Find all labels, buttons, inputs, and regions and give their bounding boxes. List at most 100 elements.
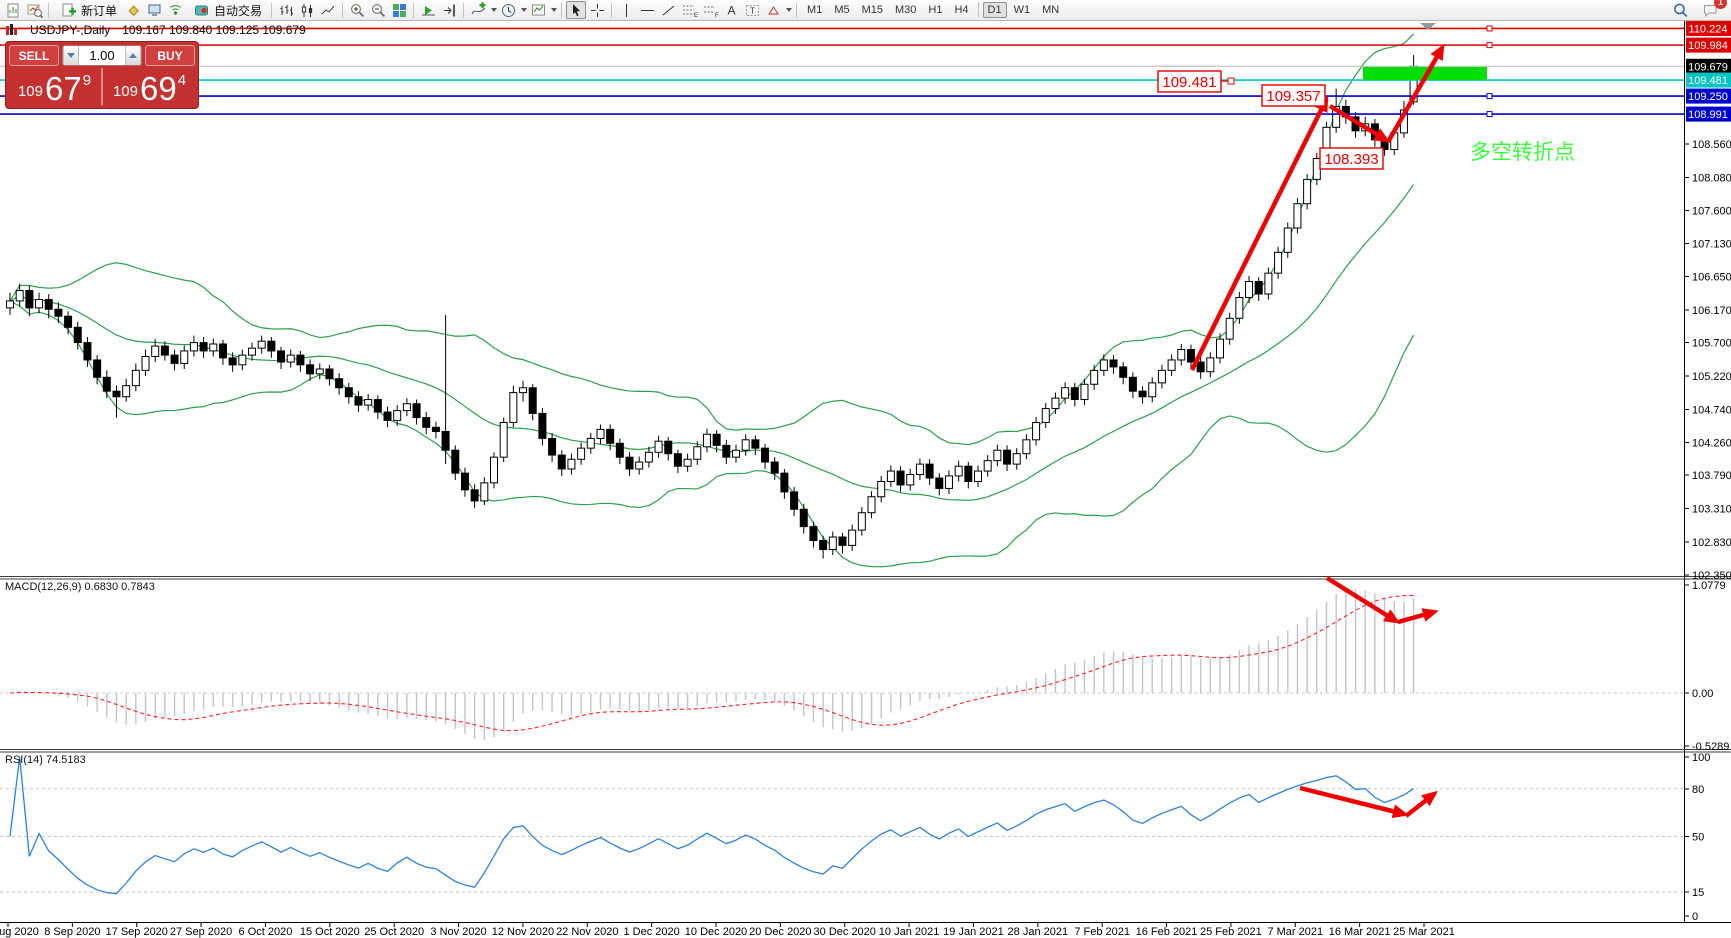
trend-arrow[interactable] [1397, 608, 1439, 625]
trend-arrow[interactable] [1328, 104, 1391, 143]
date-label: 15 Oct 2020 [300, 926, 360, 938]
tf-button-H1[interactable]: H1 [928, 4, 943, 16]
chevron-down-icon[interactable] [491, 8, 498, 12]
chart-shift-icon[interactable] [439, 1, 459, 19]
cursor-icon[interactable] [566, 1, 587, 19]
tf-button-MN[interactable]: MN [1042, 4, 1060, 16]
zoom-out-icon[interactable] [368, 1, 388, 19]
sell-price[interactable]: 109 67 9 [9, 68, 100, 105]
toolbar-separator [611, 2, 613, 18]
line-handle[interactable] [1486, 25, 1493, 32]
shapes-icon[interactable] [763, 1, 783, 19]
new-chart-icon[interactable] [3, 1, 23, 19]
svg-text:A: A [727, 3, 735, 17]
price-annotation-box[interactable] [1157, 70, 1222, 93]
line-handle[interactable] [1486, 111, 1493, 118]
volume-input[interactable]: 1.00 [89, 48, 115, 63]
rsi-axis-label: 80 [1692, 784, 1704, 796]
tf-button-M1[interactable]: M1 [807, 4, 823, 16]
trend-arrow[interactable] [1386, 43, 1445, 144]
candles-chart-icon[interactable] [297, 1, 317, 19]
data-window-icon[interactable] [123, 1, 143, 19]
main-toolbar: 新订单 自动交易 E F A T M1 M5 M15 M30 H1 H4 D1 W1 MN 1 [0, 0, 1731, 21]
date-label: 28 Jan 2021 [1008, 926, 1069, 938]
new-order-button[interactable]: 新订单 [53, 1, 122, 19]
chart-shift-marker[interactable] [1420, 23, 1436, 30]
crosshair-icon[interactable] [587, 1, 607, 19]
sell-button[interactable]: SELL [9, 45, 59, 66]
chevron-down-icon[interactable] [786, 8, 793, 12]
rsi-axis-label: 0 [1692, 911, 1698, 923]
chart-plot-area[interactable] [0, 20, 1731, 938]
notification-badge: 1 [1714, 0, 1727, 9]
zoom-in-icon[interactable] [347, 1, 367, 19]
line-handle[interactable] [1486, 93, 1493, 100]
profiles-icon[interactable] [24, 1, 44, 19]
sell-price-pip: 9 [82, 72, 92, 89]
label-icon[interactable]: T [742, 1, 762, 19]
date-label: 25 Feb 2021 [1200, 926, 1262, 938]
text-icon[interactable]: A [721, 1, 741, 19]
price-axis-label: 106.650 [1692, 272, 1731, 284]
signals-icon[interactable] [165, 1, 185, 19]
price-axis-label: 106.170 [1692, 305, 1731, 317]
price-tag [1686, 58, 1731, 74]
toolbar-separator [271, 2, 273, 18]
templates-icon[interactable] [528, 1, 548, 19]
sell-price-prefix: 109 [17, 83, 43, 100]
chevron-down-icon[interactable] [521, 8, 528, 12]
price-tag-label: 109.679 [1688, 61, 1728, 73]
price-axis-label: 107.600 [1692, 206, 1731, 218]
price-annotation-label: 108.393 [1324, 151, 1378, 168]
autotrading-button[interactable]: 自动交易 [186, 1, 267, 19]
tf-button-M5[interactable]: M5 [834, 4, 850, 16]
horizontal-line-icon[interactable] [637, 1, 657, 19]
price-axis-label: 102.350 [1692, 570, 1731, 582]
price-axis-label: 107.130 [1692, 238, 1731, 250]
chevron-down-icon[interactable] [551, 8, 558, 12]
toolbar-separator [561, 2, 563, 18]
line-chart-icon[interactable] [318, 1, 338, 19]
buy-price-main: 69 [139, 70, 177, 107]
tf-button-M30[interactable]: M30 [895, 4, 917, 16]
bars-chart-icon[interactable] [276, 1, 296, 19]
price-tag-label: 109.481 [1688, 75, 1728, 87]
search-icon[interactable] [1670, 1, 1690, 19]
trend-arrow[interactable] [1404, 790, 1438, 818]
price-annotation-box[interactable] [1261, 84, 1326, 107]
buy-price[interactable]: 109 69 4 [104, 68, 195, 105]
line-handle[interactable] [1486, 42, 1493, 49]
tf-button-W1[interactable]: W1 [1013, 4, 1031, 16]
fibo-icon[interactable]: E [679, 1, 699, 19]
indicators-add-icon[interactable] [468, 1, 488, 19]
terminal-icon[interactable] [144, 1, 164, 19]
channel-icon[interactable]: F [700, 1, 720, 19]
auto-scroll-icon[interactable] [418, 1, 438, 19]
tf-button-H4[interactable]: H4 [954, 4, 969, 16]
price-tag [1686, 106, 1731, 122]
trendline-icon[interactable] [658, 1, 678, 19]
trend-arrow[interactable] [1325, 576, 1401, 624]
ohlc-quotes-label: 109.167 109.840 109.125 109.679 [122, 23, 306, 37]
new-order-icon [58, 1, 78, 19]
chinese-note-label[interactable]: 多空转折点 [1470, 141, 1575, 164]
macd-pane-label: MACD(12,26,9) 0.6830 0.7843 [5, 581, 155, 593]
toolbar-separator [48, 2, 49, 18]
price-annotation-box[interactable] [1319, 147, 1384, 170]
trend-arrow[interactable] [1189, 95, 1329, 372]
svg-text:F: F [715, 13, 719, 19]
trend-arrow[interactable] [1299, 785, 1409, 819]
tf-button-D1[interactable]: D1 [982, 2, 1007, 18]
notifications-button[interactable]: 1 [1700, 0, 1727, 19]
buy-button[interactable]: BUY [145, 45, 195, 66]
price-tag-label: 108.991 [1688, 109, 1728, 121]
volume-decrease-button[interactable] [63, 46, 79, 65]
date-label: 16 Mar 2021 [1329, 926, 1391, 938]
vertical-line-icon[interactable] [616, 1, 636, 19]
volume-increase-button[interactable] [125, 46, 141, 65]
tf-button-M15[interactable]: M15 [861, 4, 883, 16]
tile-windows-icon[interactable] [389, 1, 409, 19]
periods-icon[interactable] [498, 1, 518, 19]
toolbar-separator [413, 2, 415, 18]
